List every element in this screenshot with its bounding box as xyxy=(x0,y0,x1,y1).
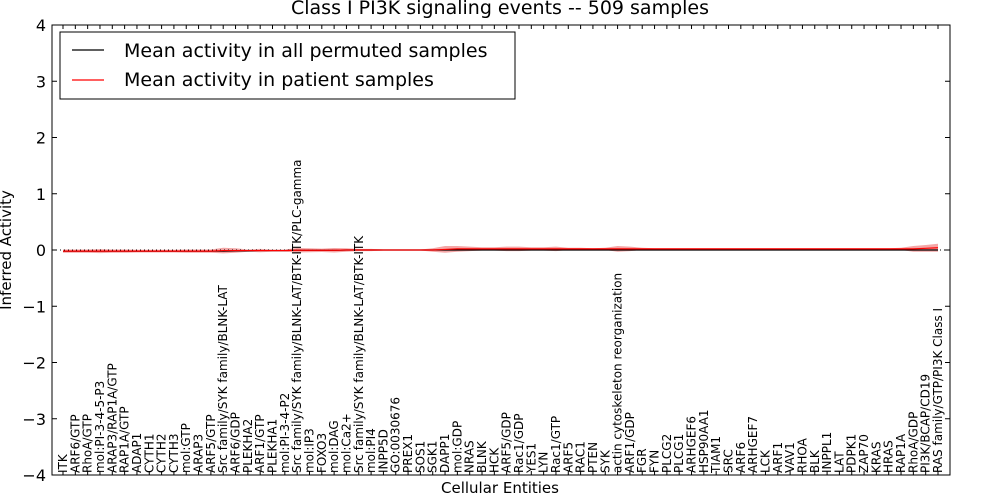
x-tick-label: FOXO3 xyxy=(315,433,329,473)
x-tick-label: ARF6 xyxy=(734,442,748,473)
x-tick-label: ARF5/GDP xyxy=(500,412,514,473)
x-tick-label: PTEN xyxy=(586,442,600,473)
chart-title: Class I PI3K signaling events -- 509 sam… xyxy=(291,0,709,19)
x-tick-label: Src family/SYK family/BLNK-LAT/BTK-ITK xyxy=(352,235,366,473)
x-tick-label: HSP90AA1 xyxy=(697,409,711,473)
x-tick-label: RhoA/GTP xyxy=(81,414,95,473)
x-tick-label: TIAM1 xyxy=(709,436,723,474)
x-tick-label: Src family/SYK family/BLNK-LAT xyxy=(216,284,230,473)
x-tick-label: ARF6/GTP xyxy=(68,414,82,473)
x-tick-label: YES1 xyxy=(524,443,538,474)
y-axis-label: Inferred Activity xyxy=(0,190,15,310)
x-tick-label: Rac1/GDP xyxy=(512,414,526,473)
x-tick-label: DAPP1 xyxy=(438,434,452,473)
legend-label-patient: Mean activity in patient samples xyxy=(124,69,434,91)
x-tick-label: mol:DAG xyxy=(327,420,341,473)
x-axis-label: Cellular Entities xyxy=(441,479,559,497)
x-tick-label: mol:Ca2+ xyxy=(339,413,353,473)
x-tick-label: CYTH2 xyxy=(155,434,169,474)
x-tick-label: Rac1/GTP xyxy=(549,416,563,473)
x-tick-label: NRAS xyxy=(463,440,477,473)
x-tick-label: HRAS xyxy=(882,440,896,473)
x-tick-label: BLK xyxy=(808,449,822,473)
y-tick-label: −2 xyxy=(22,354,46,373)
x-tick-label: mol:GDP xyxy=(450,421,464,473)
x-tick-label: SGK1 xyxy=(426,441,440,473)
x-tick-label: ARAP3 xyxy=(192,434,206,473)
x-tick-label: SOS1 xyxy=(413,441,427,473)
x-tick-label: BLNK xyxy=(475,440,489,473)
x-tick-label: ITK xyxy=(56,453,70,473)
x-tick-label: mol:PI4 xyxy=(364,428,378,473)
x-tick-label: actin cytoskeleton reorganization xyxy=(611,273,625,473)
y-tick-label: −1 xyxy=(22,297,46,316)
x-tick-label: ARF1/GDP xyxy=(623,412,637,473)
x-tick-label: ARHGEF6 xyxy=(685,416,699,473)
legend-label-permuted: Mean activity in all permuted samples xyxy=(124,40,487,62)
x-tick-label: ADAP1 xyxy=(130,433,144,473)
x-tick-label: HCK xyxy=(487,447,501,473)
x-tick-label: SRC xyxy=(721,449,735,473)
x-tick-label: PLEKHA1 xyxy=(266,419,280,473)
x-tick-label: CYTH1 xyxy=(142,434,156,474)
x-tick-label: PI3K/BCAP/CD19 xyxy=(919,374,933,473)
x-tick-label: ARF6/GDP xyxy=(229,412,243,473)
x-tick-label: mol:GTP xyxy=(179,423,193,473)
x-tick-label: RAC1 xyxy=(574,441,588,473)
x-tick-label: RAS family/GTP/PI3K Class I xyxy=(931,308,945,473)
x-tick-label: RHOA xyxy=(795,437,809,473)
x-tick-label: ARHGEF7 xyxy=(746,416,760,473)
plot-area: −4−3−2−101234ITKARF6/GTPRhoA/GTPmol:PI-3… xyxy=(22,16,951,485)
x-tick-label: LYN xyxy=(537,452,551,473)
x-tick-label: Src family/SYK family/BLNK-LAT/BTK-ITK/P… xyxy=(290,159,304,473)
x-tick-label: FGR xyxy=(635,448,649,473)
x-tick-label: ARF1 xyxy=(771,442,785,473)
x-tick-label: ARAP3/RAP1A/GTP xyxy=(105,363,119,473)
x-tick-label: LAT xyxy=(832,451,846,473)
x-tick-label: ARF5 xyxy=(561,442,575,473)
y-tick-label: 4 xyxy=(36,16,46,35)
series-line-patient xyxy=(63,247,939,252)
x-tick-label: LCK xyxy=(758,449,772,473)
legend-box xyxy=(59,31,516,100)
y-tick-label: 0 xyxy=(36,241,46,260)
x-tick-label: KRAS xyxy=(869,441,883,473)
y-tick-label: 2 xyxy=(36,129,46,148)
x-tick-label: RhoA/GDP xyxy=(906,412,920,473)
x-tick-label: FYN xyxy=(648,450,662,473)
y-tick-label: 3 xyxy=(36,72,46,91)
legend: Mean activity in all permuted samples Me… xyxy=(59,31,516,100)
x-tick-label: CYTH3 xyxy=(167,434,181,474)
x-tick-label: VAV1 xyxy=(783,442,797,473)
x-tick-label: RAP1A/GTP xyxy=(118,406,132,473)
x-tick-label: PREX1 xyxy=(401,434,415,473)
x-tick-label: mol:IP3 xyxy=(302,428,316,473)
x-tick-label: mol:PI-3-4-P2 xyxy=(278,393,292,473)
x-tick-label: PLEKHA2 xyxy=(241,419,255,473)
x-tick-label: PLCG1 xyxy=(672,434,686,473)
x-tick-label: ARF1/GTP xyxy=(253,414,267,473)
y-tick-label: 1 xyxy=(36,185,46,204)
x-tick-label: mol:PI-3-4-5-P3 xyxy=(93,381,107,473)
x-tick-label: INPPL1 xyxy=(820,432,834,473)
y-tick-label: −4 xyxy=(22,466,46,485)
x-tick-label: RAP1A xyxy=(894,433,908,473)
x-tick-label: PDPK1 xyxy=(845,434,859,473)
x-tick-label: ZAP70 xyxy=(857,434,871,473)
x-tick-label: SYK xyxy=(598,449,612,473)
x-tick-label: PLCG2 xyxy=(660,434,674,473)
x-tick-label: INPP5D xyxy=(376,429,390,473)
x-tick-label: GO:0030676 xyxy=(389,397,403,473)
x-tick-label: ARF5/GTP xyxy=(204,414,218,473)
y-tick-label: −3 xyxy=(22,410,46,429)
